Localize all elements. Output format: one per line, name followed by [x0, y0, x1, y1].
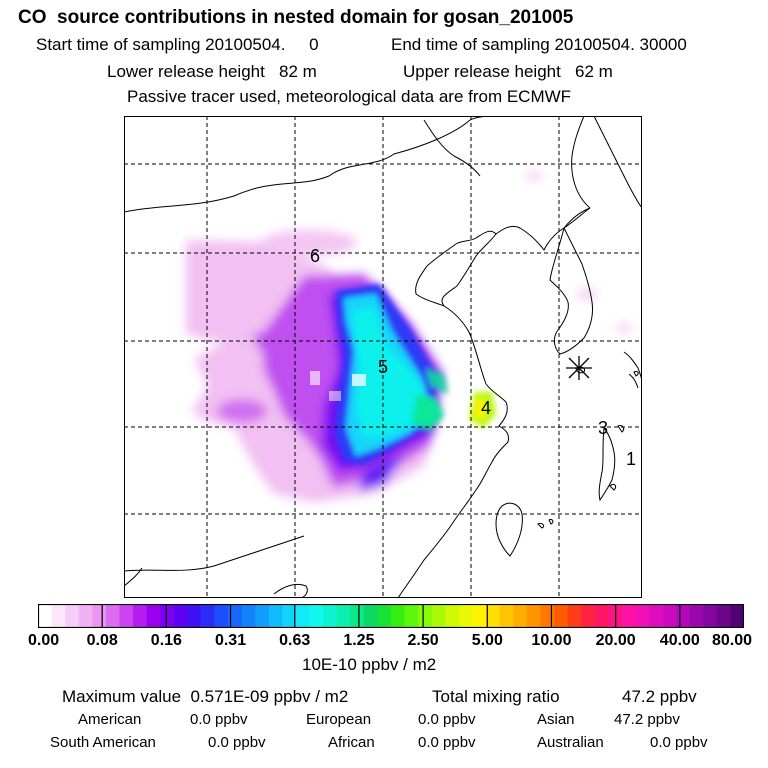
colorbar-cell — [51, 604, 66, 628]
colorbar-cell — [228, 604, 242, 628]
colorbar-cell — [486, 604, 500, 628]
colorbar-cell — [540, 604, 555, 628]
colorbar-cell — [404, 604, 419, 628]
american-value: 0.0 ppbv — [190, 711, 248, 728]
tracer-note: Passive tracer used, meteorological data… — [127, 87, 572, 106]
colorbar-cell — [336, 604, 351, 628]
colorbar-cell — [513, 604, 528, 628]
colorbar-cell — [676, 604, 690, 628]
total-mixing-ratio-value: 47.2 ppbv — [622, 687, 697, 706]
colorbar-cell — [458, 604, 473, 628]
total-mixing-ratio-label: Total mixing ratio — [432, 687, 560, 706]
colorbar-cell — [553, 604, 568, 628]
european-value: 0.0 ppbv — [418, 711, 476, 728]
colorbar-cell — [214, 604, 229, 628]
region-label-5: 5 — [378, 357, 388, 377]
colorbar-cell — [173, 604, 188, 628]
asian-label: Asian — [537, 711, 575, 728]
maximum-value-label: Maximum value 0.571E-09 ppbv / m2 — [62, 687, 349, 706]
colorbar-cell — [309, 604, 324, 628]
upper-release-height-label: Upper release height 62 m — [403, 62, 613, 81]
south-american-label: South American — [50, 734, 156, 751]
region-label-3: 3 — [598, 418, 608, 438]
colorbar-cell — [160, 604, 175, 628]
colorbar-tick-label: 0.16 — [150, 632, 182, 649]
colorbar-tick-label: 1.25 — [343, 632, 375, 649]
colorbar-cell — [146, 604, 161, 628]
colorbar-tick-label: 80.00 — [711, 632, 753, 649]
colorbar-unit-label: 10E-10 ppbv / m2 — [302, 655, 437, 674]
colorbar-cell — [703, 604, 718, 628]
colorbar-cell — [377, 604, 392, 628]
colorbar-cell — [716, 604, 731, 628]
colorbar-cell — [689, 604, 704, 628]
colorbar-tick-label: 40.00 — [659, 632, 700, 649]
colorbar-tick-label: 20.00 — [595, 632, 636, 649]
australian-value: 0.0 ppbv — [650, 734, 708, 751]
colorbar-tick-label: 0.31 — [214, 632, 247, 649]
start-time-label: Start time of sampling 20100504. 0 — [36, 35, 319, 54]
colorbar-cell — [431, 604, 446, 628]
lat-lon-grid — [124, 116, 642, 598]
end-time-label: End time of sampling 20100504. 30000 — [391, 35, 687, 54]
european-label: European — [306, 711, 372, 728]
colorbar-tick-label: 0.08 — [86, 632, 118, 649]
colorbar-tick-label: 0.63 — [279, 632, 311, 649]
colorbar-cell — [119, 604, 134, 628]
south-american-value: 0.0 ppbv — [208, 734, 266, 751]
lower-release-height-label: Lower release height 82 m — [107, 62, 317, 81]
region-label-4: 4 — [481, 398, 491, 418]
african-value: 0.0 ppbv — [418, 734, 476, 751]
colorbar-tick-label: 10.00 — [531, 632, 572, 649]
plot-title: CO source contributions in nested domain… — [18, 7, 574, 28]
colorbar — [38, 604, 744, 628]
colorbar-cell — [92, 604, 107, 628]
colorbar-cell — [187, 604, 202, 628]
receptor-asterisk-icon — [566, 356, 592, 380]
colorbar-cell — [499, 604, 514, 628]
colorbar-cell — [241, 604, 256, 628]
colorbar-cell — [418, 604, 433, 628]
colorbar-cell — [78, 604, 93, 628]
colorbar-tick-label: 0.00 — [28, 632, 60, 649]
colorbar-cell — [105, 604, 120, 628]
colorbar-cell — [391, 604, 405, 628]
concentration-field — [186, 171, 632, 502]
region-label-6: 6 — [310, 246, 320, 266]
colorbar-cell — [662, 604, 677, 628]
colorbar-cell — [323, 604, 337, 628]
colorbar-cell — [268, 604, 283, 628]
colorbar-cell — [295, 604, 310, 628]
colorbar-cell — [282, 604, 297, 628]
colorbar-cell — [648, 604, 663, 628]
colorbar-cell — [594, 604, 609, 628]
colorbar-cell — [255, 604, 270, 628]
colorbar-cell — [65, 604, 80, 628]
region-label-1: 1 — [626, 449, 636, 469]
coastline — [124, 116, 642, 598]
colorbar-cell — [363, 604, 378, 628]
colorbar-cell — [445, 604, 460, 628]
colorbar-cell — [581, 604, 595, 628]
colorbar-cell — [38, 604, 52, 628]
colorbar-cell — [567, 604, 582, 628]
colorbar-cell — [472, 604, 487, 628]
colorbar-cell — [526, 604, 541, 628]
american-label: American — [78, 711, 142, 728]
colorbar-tick-label: 5.00 — [471, 632, 503, 649]
australian-label: Australian — [537, 734, 604, 751]
colorbar-cell — [200, 604, 215, 628]
map-frame — [124, 116, 642, 598]
colorbar-tick-label: 2.50 — [407, 632, 439, 649]
colorbar-cell — [133, 604, 147, 628]
colorbar-cell — [635, 604, 650, 628]
colorbar-cell — [621, 604, 636, 628]
colorbar-cell — [730, 604, 744, 628]
asian-value: 47.2 ppbv — [614, 711, 680, 728]
african-label: African — [328, 734, 375, 751]
colorbar-cell — [350, 604, 365, 628]
map-panel: 6 5 4 3 1 — [124, 116, 642, 598]
